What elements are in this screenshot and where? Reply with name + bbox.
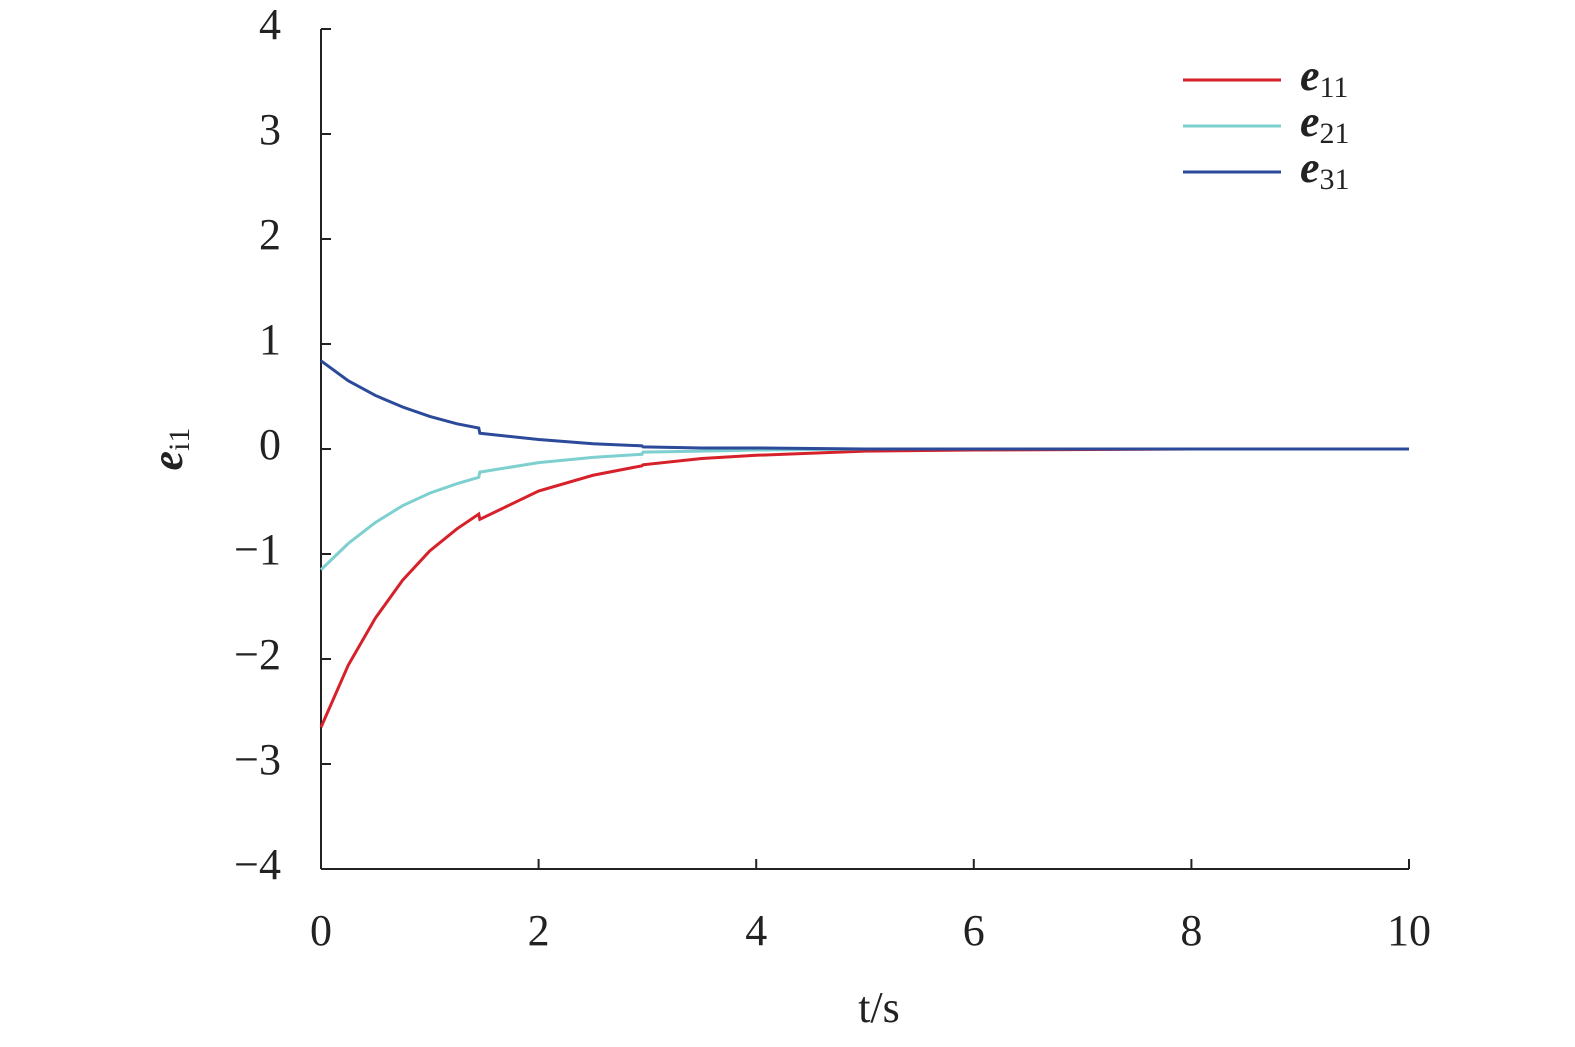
y-tick-label: 0	[259, 420, 281, 469]
y-tick-label: 1	[259, 315, 281, 364]
x-tick-label: 6	[963, 906, 985, 955]
y-tick-label: 4	[259, 0, 281, 49]
y-tick-label: −3	[234, 735, 281, 784]
series-line	[320, 359, 1409, 451]
x-axis-label: t/s	[858, 983, 900, 1032]
series-line	[319, 447, 1409, 571]
series-line	[319, 447, 1409, 728]
y-tick-label: 2	[259, 210, 281, 259]
y-tick-label: −2	[234, 630, 281, 679]
y-axis-label: ei1	[143, 428, 196, 471]
x-tick-label: 8	[1180, 906, 1202, 955]
y-tick-label: 3	[259, 105, 281, 154]
x-tick-label: 10	[1387, 906, 1431, 955]
x-tick-label: 2	[528, 906, 550, 955]
legend-label: e21	[1300, 97, 1350, 150]
legend-label: e11	[1300, 51, 1348, 104]
y-tick-label: −4	[234, 840, 281, 889]
legend-label: e31	[1300, 143, 1350, 196]
y-tick-label: −1	[234, 525, 281, 574]
x-tick-label: 4	[745, 906, 767, 955]
x-tick-label: 0	[310, 906, 332, 955]
